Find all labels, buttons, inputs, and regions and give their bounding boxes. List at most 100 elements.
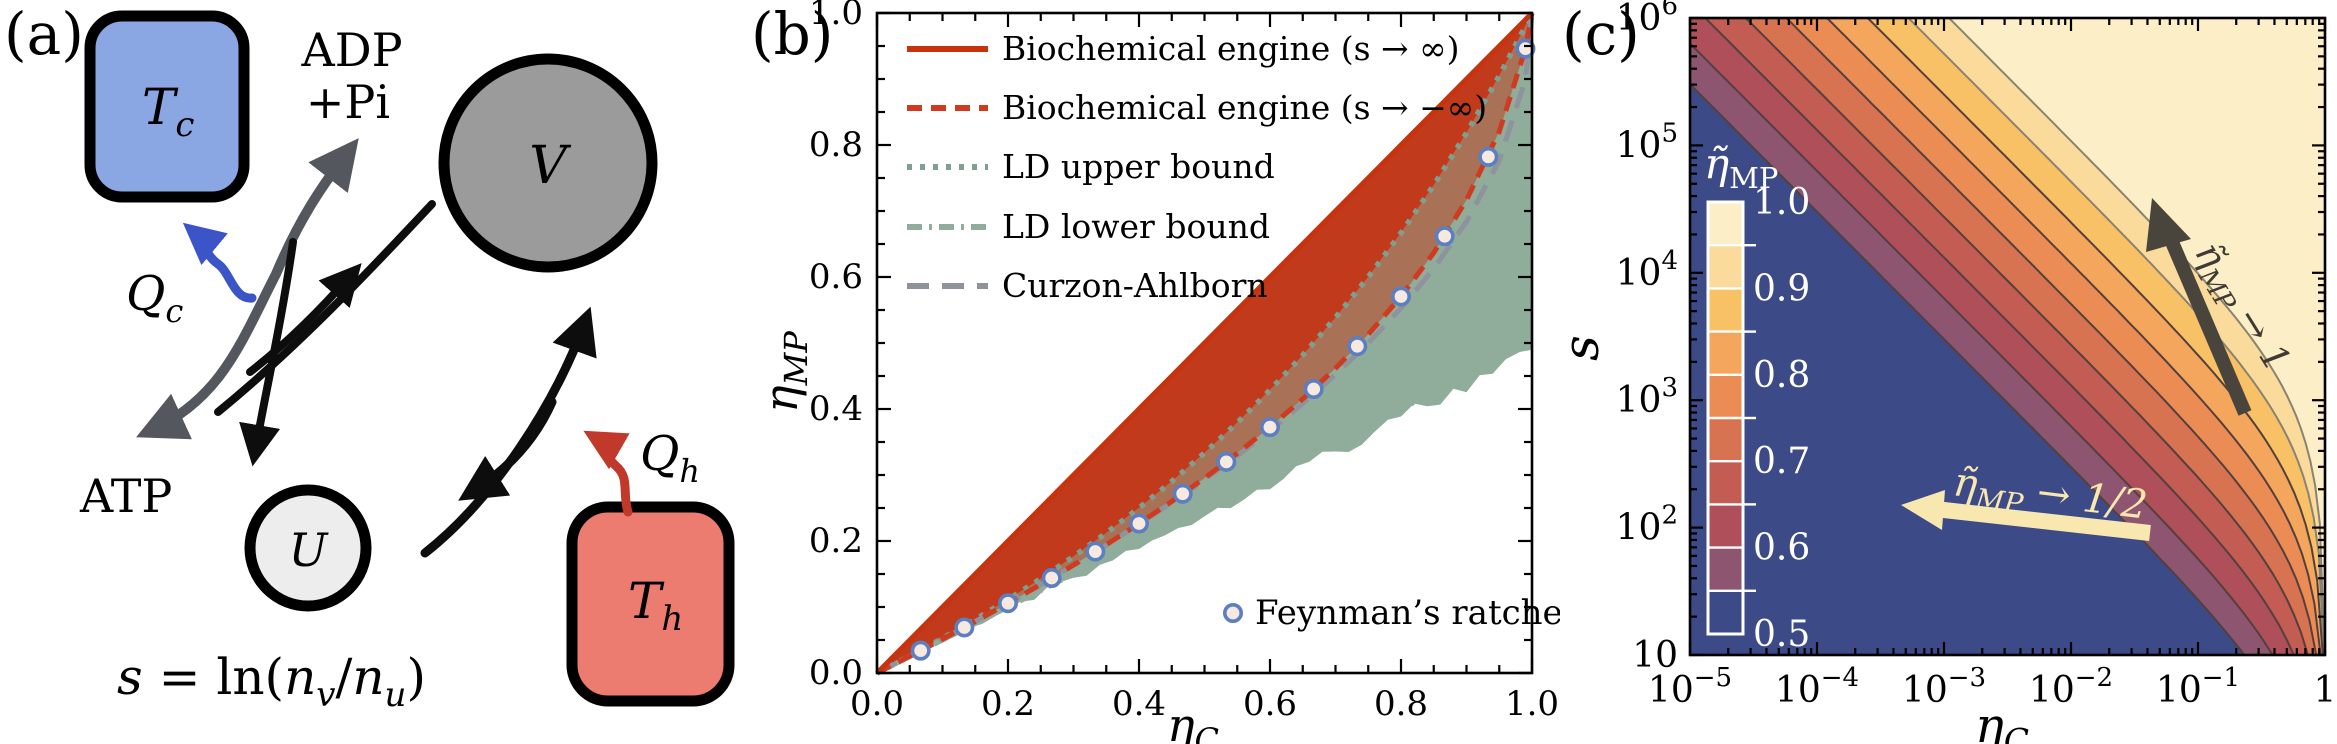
curve-0: [875, 11, 1534, 675]
y-tick-label: 0.6: [809, 257, 863, 297]
x-tick-label: 10−1: [2156, 663, 2240, 711]
cold-reservoir-label: Tc: [142, 78, 194, 145]
y-tick-label: 1.0: [809, 0, 863, 33]
reaction-double-arrow: [136, 138, 359, 440]
scatter-point: [1515, 38, 1536, 59]
entropy-equation: s = ln(nv/nu): [117, 648, 426, 715]
scatter-point: [1085, 541, 1106, 562]
x-tick-label: 0.4: [1112, 684, 1166, 724]
hot-reservoir-box: [566, 501, 735, 707]
colorbar-cell: [1708, 245, 1743, 289]
x-axis-label: ηC: [1167, 698, 1219, 744]
plot-b-content: 0.0 0.2 0.4 0.6 0.8 1.0 0.0 0.2 0.4 0.6 0.8 1.0 ηC ηM…: [754, 0, 1560, 744]
scatter-point: [910, 640, 931, 661]
plot-frame: [1688, 16, 2327, 657]
x-tick-label: 10−5: [1648, 663, 1732, 711]
y-tick-label: 105: [1616, 118, 1678, 166]
colorbar-cell: [1708, 504, 1743, 548]
x-tick-label: 0.2: [981, 684, 1035, 724]
colorbar-label: 0.8: [1753, 355, 1810, 396]
scatter-point: [1216, 451, 1237, 472]
arrowhead: [1901, 490, 1945, 530]
scatter-point: [954, 617, 975, 638]
hot-reservoir-label: Th: [628, 572, 683, 639]
curve-1: [875, 12, 1535, 676]
colorbar-cell: [1708, 547, 1743, 591]
y-tick-label: 103: [1616, 373, 1678, 421]
colorbar-label: 0.5: [1753, 614, 1810, 655]
panel-b-line-plot: (b) 0.0 0.2 0.4 0.6 0.8 1.0 0.0 0.2 0.4 0.6 0.8 1.0…: [751, 0, 1560, 744]
legend-marker: [1222, 602, 1243, 623]
scatter-point: [1390, 286, 1411, 307]
colorbar-title: η̃MP: [1704, 139, 1778, 195]
colorbar-cell: [1708, 374, 1743, 418]
adp-pi-label: ADP: [300, 23, 402, 77]
contour-line: [1690, 18, 2318, 655]
colorbar-cell: [1708, 461, 1743, 505]
colorbar-label: 1.0: [1753, 182, 1810, 223]
x-tick-label: 1.0: [1505, 684, 1559, 724]
x-tick-label: 0.6: [1243, 684, 1297, 724]
contour-line: [1690, 18, 2295, 655]
y-tick-label: 104: [1616, 246, 1678, 294]
colorbar-cell: [1708, 418, 1743, 462]
axis-ticks: [875, 11, 1534, 675]
scatter-point: [1478, 146, 1499, 167]
state-u-circle: [244, 484, 372, 612]
colorbar-label: 0.9: [1753, 268, 1810, 309]
curve-3: [875, 340, 1534, 676]
qh-heat-arrow: [583, 430, 633, 517]
arrowhead: [2146, 198, 2191, 252]
legend-item-label: Curzon-Ahlborn: [1002, 266, 1268, 305]
contour-line: [1690, 18, 2325, 655]
legend-item-label: LD lower bound: [1002, 207, 1270, 246]
flux-arrow-down: [239, 238, 297, 467]
state-u-label: U: [289, 523, 330, 577]
y-axis-label: s: [1560, 335, 1610, 361]
scatter-point: [1347, 336, 1368, 357]
y-tick-label: 10: [1632, 635, 1678, 676]
panel-a-diagram: (a) Tc ADP +Pi V U Th Qc: [4, 0, 735, 715]
annotation-arrow-eta-to-half: η̃MP → 1/2: [1901, 459, 2151, 541]
scatter-point: [1303, 379, 1324, 400]
scatter-point: [1128, 513, 1149, 534]
colorbar-cell: [1708, 331, 1743, 375]
y-axis-label: ηMP: [754, 331, 815, 413]
flux-arrow-v-to-u: [458, 397, 557, 501]
scatter-point: [998, 593, 1019, 614]
contour-line: [1690, 83, 2246, 655]
y-tick-label: 102: [1616, 501, 1678, 549]
x-tick-label: 10−4: [1775, 663, 1859, 711]
legend-item-label: Feynman’s ratchet: [1255, 593, 1560, 633]
feynman-ratchet-scatter: [910, 38, 1536, 661]
x-axis-label: ηC: [1975, 698, 2029, 744]
panel-c-contour-plot: (c) η̃MP → 1η̃MP → 1/21.00.90.80.70.60.5…: [1560, 0, 2337, 744]
contour-band: [1690, 84, 2245, 655]
flux-arrow-up-right: [246, 263, 362, 376]
colorbar-label: 0.6: [1753, 528, 1810, 569]
qh-label: Qh: [640, 426, 700, 490]
x-tick-label: 0.0: [850, 684, 904, 724]
legend-item-label: LD upper bound: [1002, 147, 1275, 186]
y-tick-label: 0.8: [809, 125, 863, 165]
x-tick-label: 10−3: [1902, 663, 1986, 711]
legend-item-label: Biochemical engine (s → ∞): [1002, 29, 1460, 68]
flux-arrow-u-to-v: [420, 306, 597, 558]
x-tick-label: 0.8: [1374, 684, 1428, 724]
scatter-point: [1259, 417, 1280, 438]
panel-b-label: (b): [751, 0, 833, 68]
contour-line: [1690, 18, 2322, 655]
x-tick-label: 10−2: [2029, 663, 2113, 711]
y-tick-label: 106: [1616, 0, 1678, 39]
qc-label: Qc: [126, 266, 183, 330]
colorbar-cell: [1708, 288, 1743, 332]
scatter-point: [1434, 226, 1455, 247]
legend: Biochemical engine (s → ∞) Biochemical en…: [907, 29, 1560, 633]
legend-item-label: Biochemical engine (s → −∞): [1002, 88, 1487, 127]
y-tick-label: 0.2: [809, 521, 863, 561]
state-v-label: V: [529, 136, 571, 196]
y-tick-label: 0.4: [809, 389, 863, 429]
scatter-point: [1041, 568, 1062, 589]
contour-line: [1690, 18, 2309, 655]
x-tick-label: 1: [2314, 670, 2337, 711]
